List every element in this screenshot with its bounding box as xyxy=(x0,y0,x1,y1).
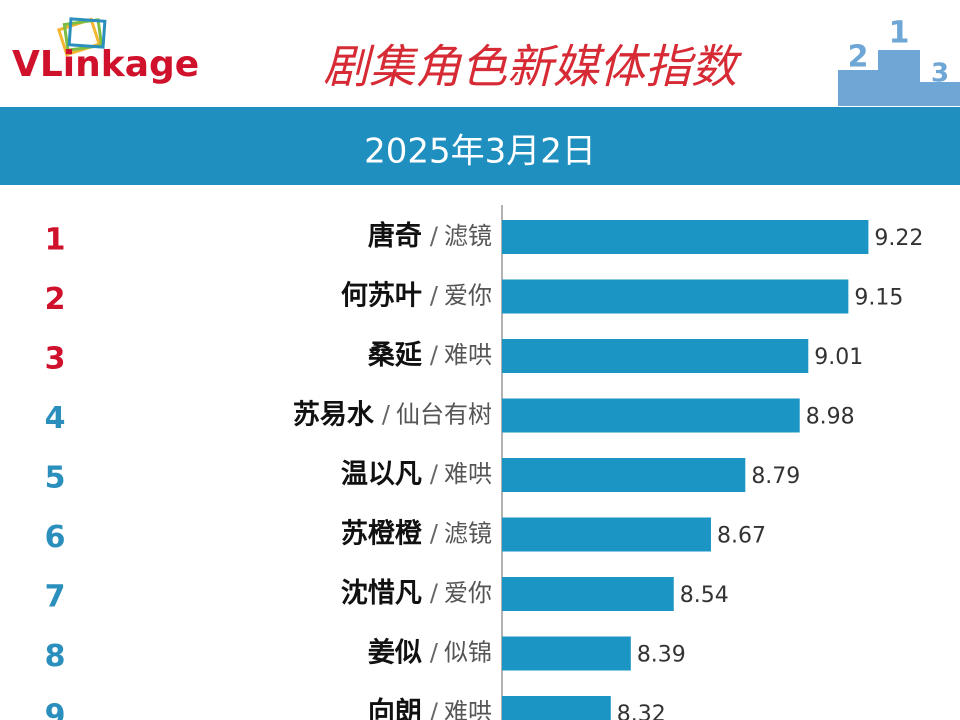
value-label: 9.01 xyxy=(814,345,863,370)
value-label: 9.22 xyxy=(874,226,923,251)
rank: 3 xyxy=(45,342,66,377)
row-label: 唐奇 / 滤镜 xyxy=(368,220,492,252)
bar xyxy=(502,517,711,552)
value-label: 8.32 xyxy=(617,702,666,720)
bar xyxy=(502,458,746,492)
svg-text:2: 2 xyxy=(848,40,869,75)
rank: 2 xyxy=(45,282,66,317)
logo-icon xyxy=(56,17,107,57)
rank: 7 xyxy=(45,580,66,615)
character-name: 姜似 xyxy=(368,636,422,668)
row-label: 沈惜凡 / 爱你 xyxy=(341,578,492,609)
podium-icon: 2 1 3 xyxy=(838,16,960,106)
row-label: 苏易水 / 仙台有树 xyxy=(293,399,492,430)
character-name: 沈惜凡 xyxy=(341,578,422,609)
value-label: 8.54 xyxy=(680,583,729,608)
bar xyxy=(502,279,849,314)
rank: 8 xyxy=(45,639,66,674)
show-name: 难哄 xyxy=(444,341,492,369)
svg-text:1: 1 xyxy=(889,16,910,51)
row-label: 苏橙橙 / 滤镜 xyxy=(341,518,492,549)
show-name: 难哄 xyxy=(444,698,492,720)
show-name: 爱你 xyxy=(444,282,492,310)
separator: / xyxy=(430,579,439,607)
show-name: 似锦 xyxy=(444,639,492,667)
rank: 9 xyxy=(45,699,66,720)
rank: 6 xyxy=(45,520,66,555)
value-label: 8.98 xyxy=(806,405,855,430)
header-band xyxy=(0,107,960,185)
separator: / xyxy=(382,401,391,429)
separator: / xyxy=(430,341,439,369)
separator: / xyxy=(430,639,439,667)
show-name: 难哄 xyxy=(444,460,492,488)
separator: / xyxy=(430,520,439,548)
row-label: 桑延 / 难哄 xyxy=(368,340,492,371)
value-label: 8.39 xyxy=(637,643,686,668)
value-label: 8.67 xyxy=(717,524,766,549)
rank: 1 xyxy=(45,223,66,258)
rank: 5 xyxy=(45,461,66,496)
bar xyxy=(502,398,800,433)
character-name: 向朗 xyxy=(368,696,422,720)
bar xyxy=(502,696,611,720)
separator: / xyxy=(430,282,439,310)
row-label: 温以凡 / 难哄 xyxy=(341,459,492,490)
character-name: 桑延 xyxy=(368,340,423,371)
bar xyxy=(502,577,674,611)
logo: VLinkage xyxy=(12,44,199,85)
character-name: 何苏叶 xyxy=(341,280,422,311)
rank: 4 xyxy=(45,401,66,436)
separator: / xyxy=(430,460,439,488)
chart-title: 剧集角色新媒体指数 xyxy=(323,40,743,94)
character-name: 温以凡 xyxy=(341,459,422,490)
row-label: 姜似 / 似锦 xyxy=(368,636,492,668)
character-name: 唐奇 xyxy=(368,220,422,252)
show-name: 滤镜 xyxy=(444,520,492,548)
character-name: 苏易水 xyxy=(293,399,375,430)
show-name: 爱你 xyxy=(444,579,492,607)
value-label: 8.79 xyxy=(751,464,800,489)
bar xyxy=(502,636,631,671)
row-label: 向朗 / 难哄 xyxy=(368,696,492,720)
value-label: 9.15 xyxy=(854,286,903,311)
character-name: 苏橙橙 xyxy=(341,518,423,549)
show-name: 滤镜 xyxy=(444,222,492,250)
svg-text:3: 3 xyxy=(931,59,949,89)
separator: / xyxy=(430,698,439,720)
bar xyxy=(502,339,809,373)
row-label: 何苏叶 / 爱你 xyxy=(341,280,492,311)
separator: / xyxy=(430,222,439,250)
show-name: 仙台有树 xyxy=(396,401,492,429)
bar xyxy=(502,220,869,254)
subtitle: 2025年3月2日 xyxy=(364,132,596,172)
